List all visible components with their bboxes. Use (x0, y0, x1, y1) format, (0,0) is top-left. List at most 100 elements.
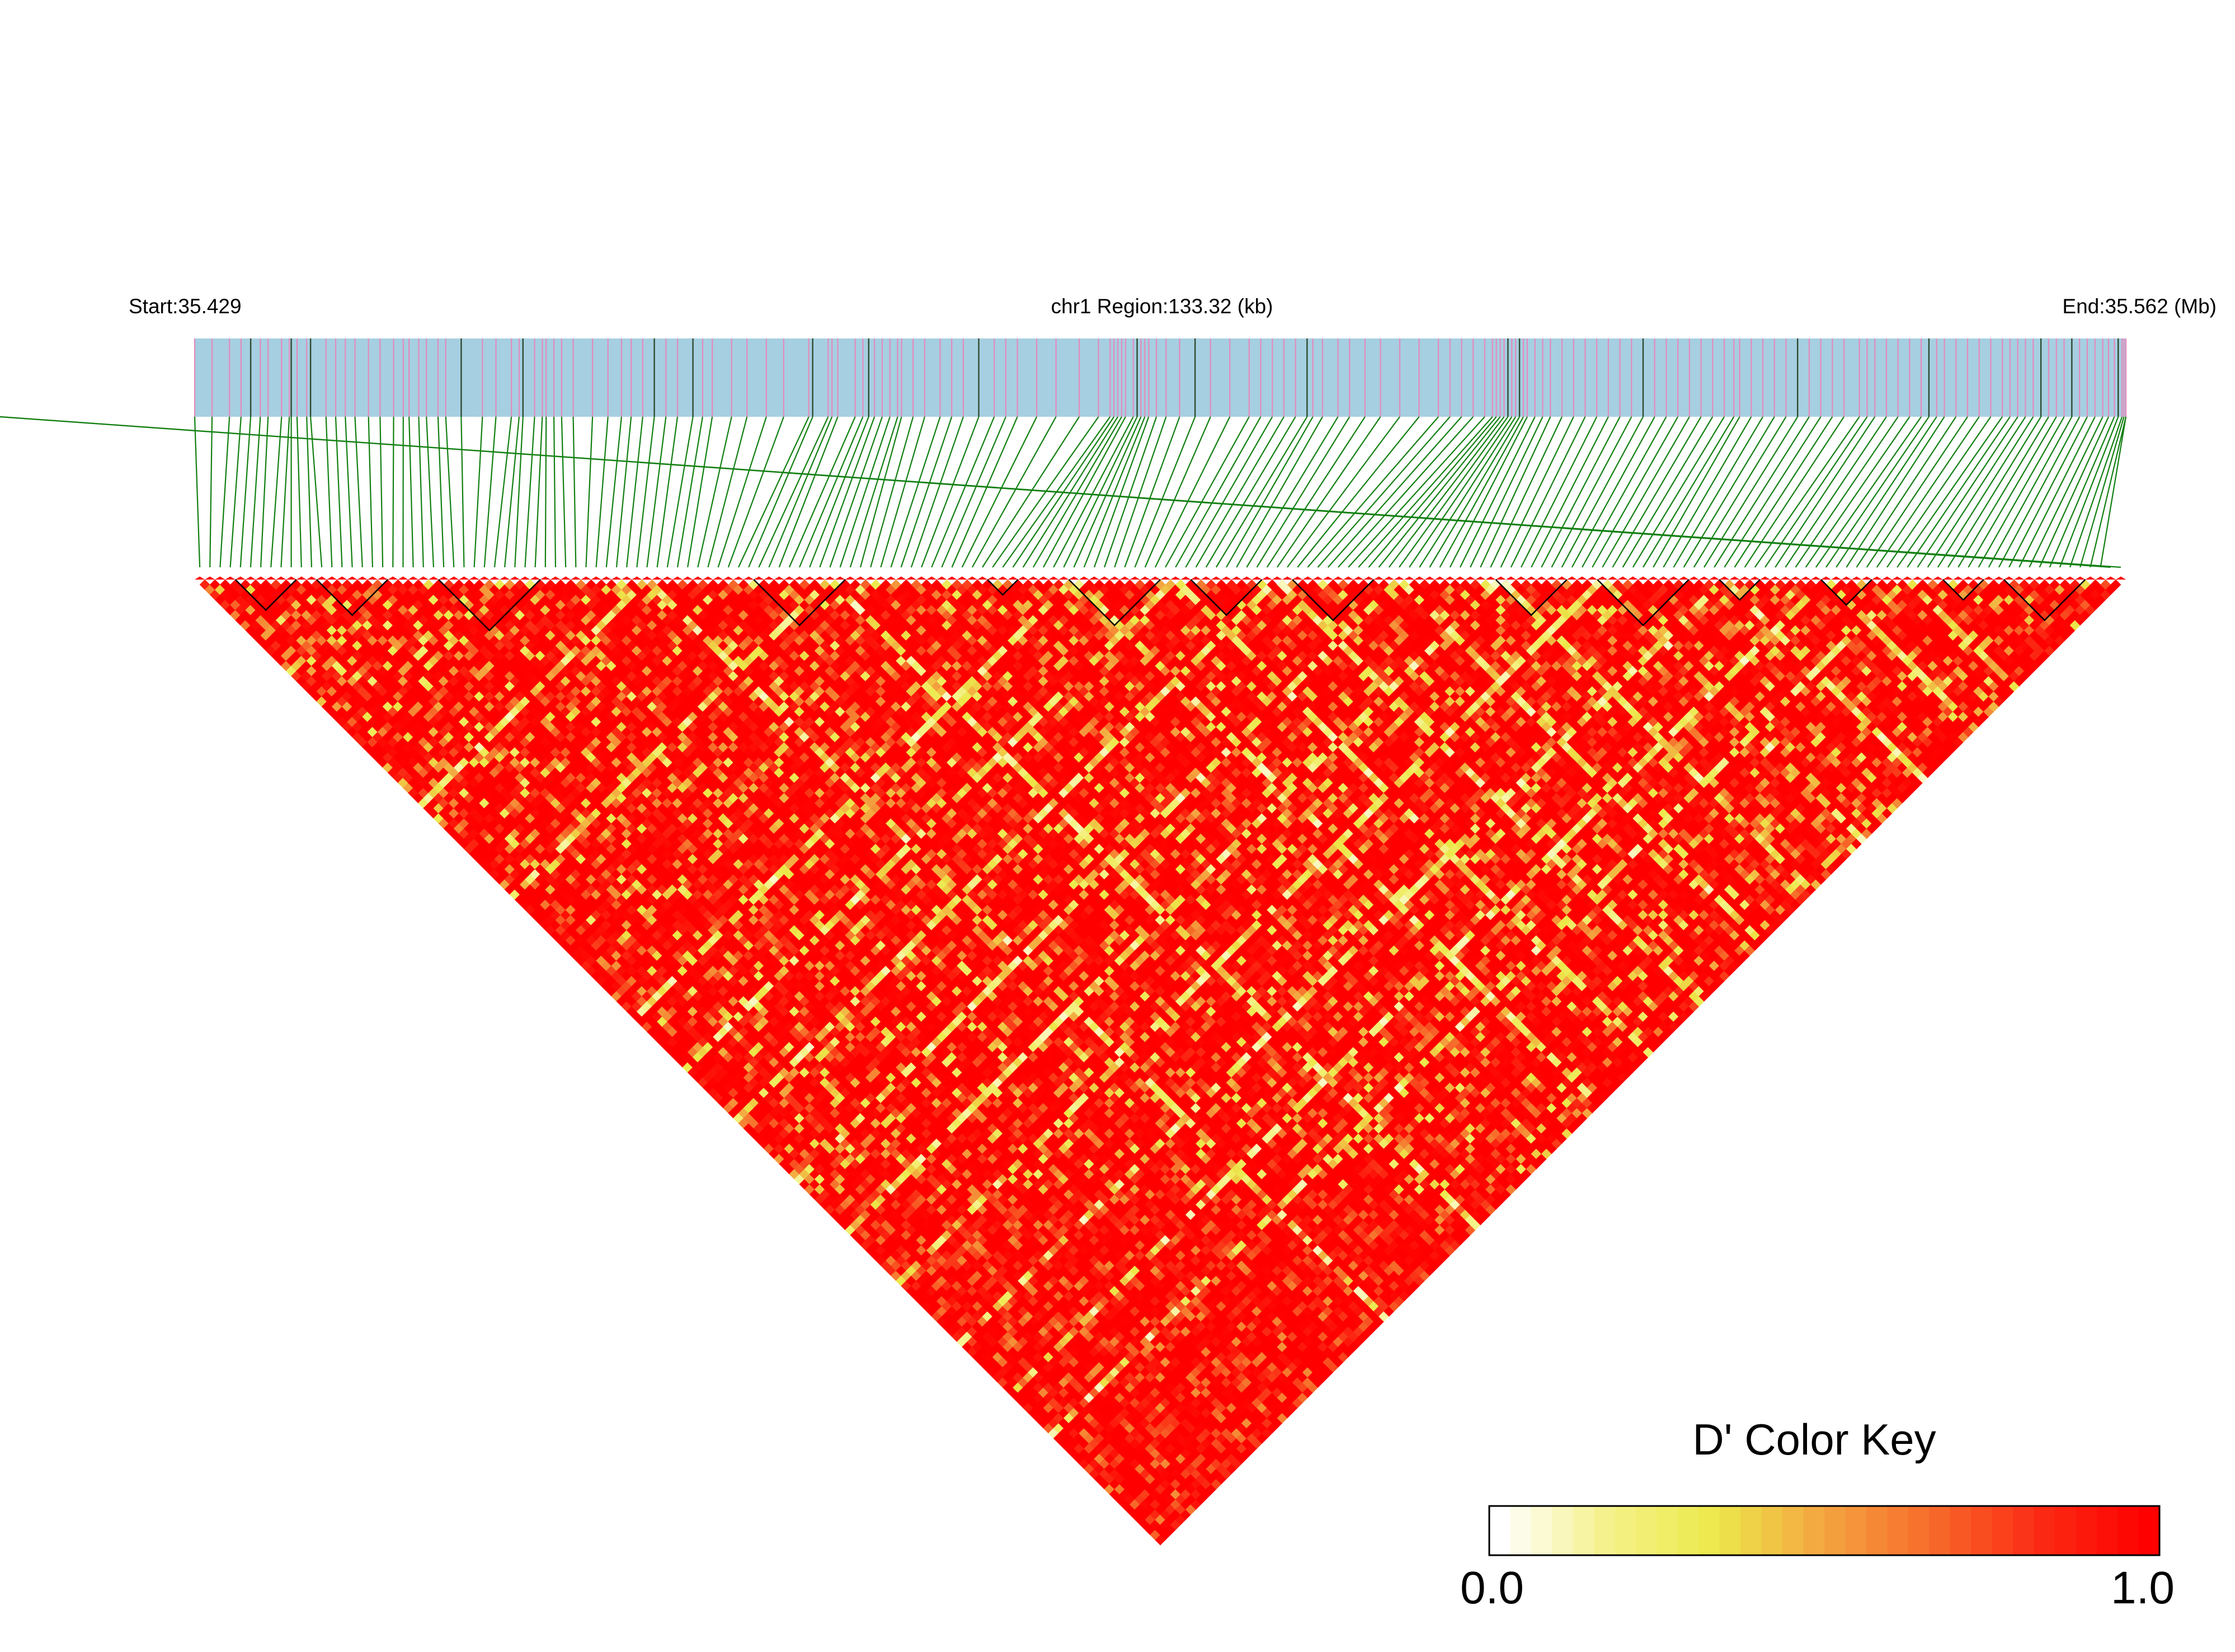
snp-connector (1470, 416, 1544, 568)
snp-connector (1622, 416, 1714, 568)
snp-connector (717, 416, 767, 568)
snp-connector (2059, 416, 2119, 568)
snp-connector (1378, 416, 1501, 568)
snp-connector (1236, 416, 1323, 568)
snp-connector (325, 416, 333, 568)
snp-connector (1144, 416, 1211, 568)
snp-connector (553, 416, 557, 568)
snp-connector (561, 416, 567, 568)
snp-connector (1724, 416, 1822, 568)
snp-connector (1663, 416, 1752, 568)
snp-connector (1998, 416, 2081, 568)
snp-connector (1795, 416, 1899, 568)
snp-connector (900, 416, 953, 568)
snp-connector (1266, 416, 1366, 568)
snp-connector (707, 416, 748, 568)
snp-connector (1154, 416, 1231, 568)
snp-connector (408, 416, 414, 568)
snp-connector (768, 416, 833, 568)
snp-connector (1226, 416, 1314, 568)
end-label: End:35.562 (Mb) (2062, 295, 2217, 318)
snp-connector (2100, 416, 2127, 568)
snp-connector (544, 416, 547, 568)
snp-connector (1612, 416, 1702, 568)
snp-connector (1358, 416, 1493, 568)
snp-connector (1856, 416, 1957, 568)
snp-connector (1927, 416, 2026, 568)
snp-connector (473, 416, 483, 568)
snp-connector (534, 416, 543, 568)
snp-connector (437, 416, 445, 568)
snp-connector (839, 416, 891, 568)
snp-connector (1866, 416, 1968, 568)
snp-connector (859, 416, 902, 568)
snp-connector (849, 416, 898, 568)
snp-connector (1551, 416, 1632, 568)
snp-connector (1388, 416, 1505, 568)
snp-connector (1653, 416, 1740, 568)
snp-connector (1134, 416, 1196, 568)
snp-connector (1968, 416, 2057, 568)
snp-connector (1602, 416, 1690, 568)
snp-connector (1195, 416, 1284, 568)
snp-connector (483, 416, 497, 568)
snp-connector (493, 416, 512, 568)
position-track-bar (195, 338, 2126, 417)
snp-connector (2008, 416, 2088, 568)
snp-connector (595, 416, 609, 568)
snp-connector (2079, 416, 2125, 568)
snp-connector (1185, 416, 1273, 568)
snp-connector (829, 416, 883, 568)
snp-connector (1246, 416, 1339, 568)
snp-connector (514, 416, 524, 568)
snp-connector (1022, 416, 1118, 568)
snp-connector (2018, 416, 2096, 568)
snp-connector (1439, 416, 1524, 568)
snp-connector (260, 416, 269, 568)
snp-connector (921, 416, 980, 568)
snp-connector (1073, 416, 1142, 568)
snp-connector (306, 416, 313, 568)
snp-connector (296, 416, 302, 568)
snp-connector (1683, 416, 1775, 568)
snp-connector (1561, 416, 1644, 568)
snp-connector (778, 416, 839, 568)
snp-connector (1836, 416, 1937, 568)
snp-connector (748, 416, 813, 568)
snp-connector (676, 416, 703, 568)
snp-connector (1449, 416, 1528, 568)
snp-connector (1297, 416, 1420, 568)
snp-connector (1693, 416, 1787, 568)
snp-connector (941, 416, 1006, 568)
snp-connector (1480, 416, 1551, 568)
snp-connector (504, 416, 520, 568)
snp-connector (1582, 416, 1667, 568)
snp-connector (1510, 416, 1586, 568)
snp-connector (2069, 416, 2123, 568)
snp-connector (626, 416, 643, 568)
snp-connector (2049, 416, 2115, 568)
snp-connector (1205, 416, 1296, 568)
snp-connector (646, 416, 667, 568)
snp-connector (1124, 416, 1180, 568)
snp-connector (1215, 416, 1308, 568)
snp-connector (890, 416, 941, 568)
snp-connector (335, 416, 343, 568)
snp-connector (758, 416, 829, 568)
snp-connector (1287, 416, 1400, 568)
snp-connector (1632, 416, 1725, 568)
snp-connector (656, 416, 679, 568)
snp-connector (1775, 416, 1876, 568)
snp-connector (1531, 416, 1609, 568)
snp-connector (1399, 416, 1509, 568)
snp-connector (1032, 416, 1122, 568)
snp-connector (697, 416, 732, 568)
snp-connector (1043, 416, 1126, 568)
snp-connector (368, 416, 374, 568)
snp-connector (982, 416, 1080, 568)
ld-heatmap-cells (199, 579, 2121, 1546)
snp-connector (1714, 416, 1810, 568)
snp-connector (910, 416, 964, 568)
snp-connector (2090, 416, 2127, 568)
